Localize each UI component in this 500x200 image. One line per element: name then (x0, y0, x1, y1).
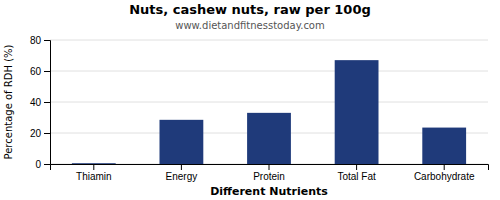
tick-mark (44, 133, 50, 134)
tick-mark (44, 40, 50, 41)
tick-mark (44, 164, 50, 165)
tick: 0 (35, 159, 50, 170)
subtitle: www.dietandfitnesstoday.com (175, 20, 324, 31)
tick-label: Thiamin (76, 171, 112, 182)
tick-label: Carbohydrate (414, 171, 475, 182)
axis-line (51, 165, 489, 171)
grid-line (50, 102, 488, 103)
tick: Thiamin (76, 164, 112, 182)
bar (247, 113, 291, 164)
chart-container: Nuts, cashew nuts, raw per 100g www.dieta… (0, 0, 500, 200)
tick-mark (44, 102, 50, 103)
plot: 0 20 40 60 80 Thiamin Energy Protein Total Fat Ca… (30, 35, 489, 182)
x-axis-title: Different Nutrients (210, 185, 328, 198)
tick: 40 (30, 97, 50, 108)
tick-label: 60 (30, 66, 42, 77)
bar (160, 120, 204, 164)
tick: 80 (30, 35, 50, 46)
bar (335, 60, 379, 164)
tick-mark (181, 164, 182, 170)
chart: Nuts, cashew nuts, raw per 100g www.dieta… (0, 0, 500, 200)
tick-mark (356, 164, 357, 170)
tick: Energy (166, 164, 198, 182)
tick-label: 80 (30, 35, 42, 46)
tick: Protein (253, 164, 285, 182)
tick-mark (269, 164, 270, 170)
tick-label: Protein (253, 171, 285, 182)
grid-line (50, 71, 488, 72)
grid (50, 40, 488, 164)
tick-mark (93, 164, 94, 170)
tick: Carbohydrate (414, 164, 475, 182)
tick-label: 0 (35, 159, 41, 170)
tick: Total Fat (337, 164, 376, 182)
bars (72, 60, 466, 164)
tick: 20 (30, 128, 50, 139)
grid-line (50, 40, 488, 41)
y-axis-title: Percentage of RDH (%) (3, 44, 14, 159)
bar (422, 128, 466, 164)
bar (72, 163, 116, 164)
tick-mark (444, 164, 445, 170)
axis-line (44, 41, 51, 165)
tick-label: 20 (30, 128, 42, 139)
tick: 60 (30, 66, 50, 77)
y-axis: 0 20 40 60 80 (30, 35, 51, 170)
x-axis: Thiamin Energy Protein Total Fat Carbohydrat… (51, 164, 489, 182)
tick-label: 40 (30, 97, 42, 108)
tick-label: Energy (166, 171, 198, 182)
tick-mark (44, 71, 50, 72)
title: Nuts, cashew nuts, raw per 100g (129, 2, 371, 17)
tick-label: Total Fat (337, 171, 376, 182)
